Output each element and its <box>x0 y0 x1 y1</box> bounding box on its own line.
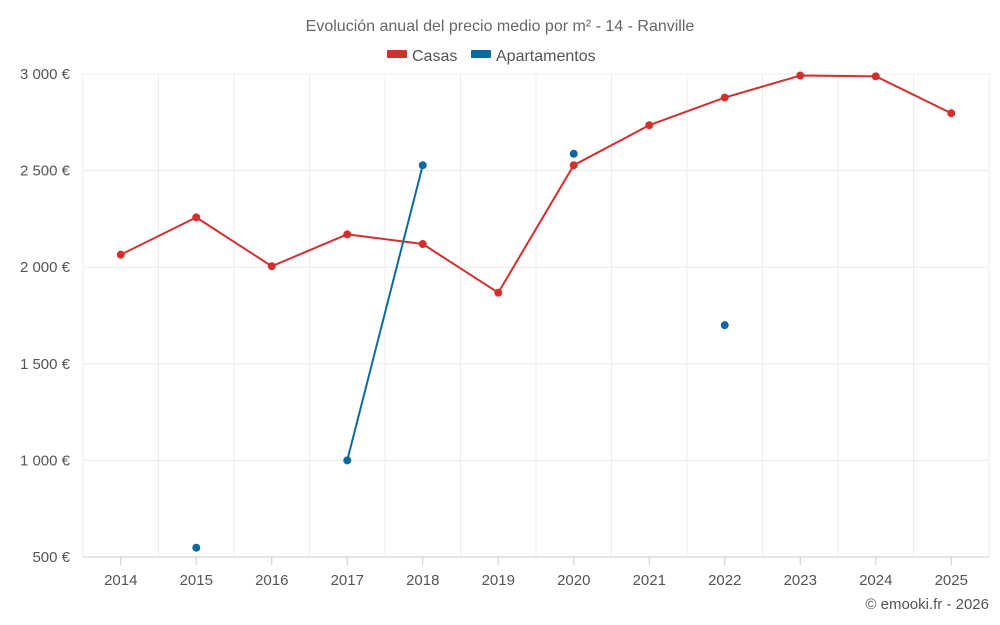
series-line-casas <box>120 74 952 294</box>
legend-label-apartamentos: Apartamentos <box>496 48 596 65</box>
chart-title: Evolución anual del precio medio por m² … <box>306 18 695 35</box>
data-point-casas-2023[interactable] <box>796 71 805 80</box>
y-tick-label: 2 500 € <box>20 163 71 180</box>
data-point-apartamentos-2017[interactable] <box>343 456 352 465</box>
x-tick-label: 2024 <box>859 572 892 589</box>
grid <box>82 73 990 557</box>
data-point-apartamentos-2015[interactable] <box>192 543 201 552</box>
data-point-casas-2022[interactable] <box>720 93 729 102</box>
data-point-apartamentos-2022[interactable] <box>720 321 729 330</box>
x-tick-label: 2016 <box>255 572 288 589</box>
legend: Casas Apartamentos <box>387 48 596 65</box>
data-point-casas-2015[interactable] <box>192 213 201 222</box>
x-tick-label: 2014 <box>104 572 137 589</box>
data-point-casas-2019[interactable] <box>494 288 503 297</box>
x-tick-label: 2017 <box>331 572 364 589</box>
y-tick-label: 3 000 € <box>20 66 71 83</box>
axes: 500 € 1 000 € 1 500 € 2 000 € 2 500 € 3 000 €… <box>20 66 989 589</box>
y-tick-label: 500 € <box>32 549 70 566</box>
y-tick-label: 1 000 € <box>20 452 71 469</box>
legend-item-casas[interactable]: Casas <box>387 48 457 65</box>
data-point-casas-2025[interactable] <box>947 109 956 118</box>
data-point-casas-2024[interactable] <box>871 72 880 81</box>
legend-item-apartamentos[interactable]: Apartamentos <box>471 48 596 65</box>
x-tick-label: 2025 <box>935 572 968 589</box>
y-tick-label: 2 000 € <box>20 259 71 276</box>
data-point-casas-2017[interactable] <box>343 230 352 239</box>
x-tick-label: 2015 <box>180 572 213 589</box>
data-point-casas-2018[interactable] <box>418 240 427 249</box>
series-layer <box>116 71 956 552</box>
data-point-casas-2016[interactable] <box>267 262 276 271</box>
data-point-casas-2021[interactable] <box>645 121 654 130</box>
legend-swatch-apartamentos <box>471 50 491 58</box>
credit-text: © emooki.fr - 2026 <box>865 596 989 613</box>
data-point-apartamentos-2020[interactable] <box>569 149 578 158</box>
x-tick-label: 2021 <box>633 572 666 589</box>
legend-label-casas: Casas <box>412 48 457 65</box>
x-tick-label: 2022 <box>708 572 741 589</box>
x-tick-label: 2023 <box>784 572 817 589</box>
x-tick-label: 2020 <box>557 572 590 589</box>
data-point-apartamentos-2018[interactable] <box>418 161 427 170</box>
y-tick-label: 1 500 € <box>20 356 71 373</box>
x-tick-label: 2018 <box>406 572 439 589</box>
legend-swatch-casas <box>387 50 407 58</box>
data-point-casas-2014[interactable] <box>116 250 125 259</box>
x-tick-label: 2019 <box>482 572 515 589</box>
data-point-casas-2020[interactable] <box>569 161 578 170</box>
series-line-apartamentos <box>346 164 424 461</box>
